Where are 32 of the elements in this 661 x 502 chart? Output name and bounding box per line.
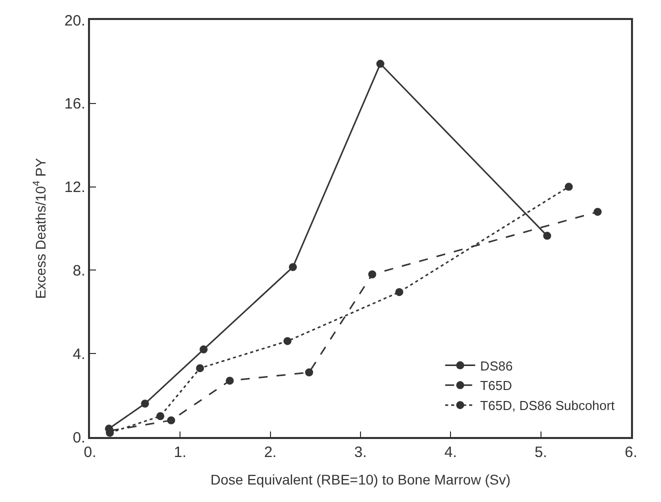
y-tick-label: 20. [64,12,86,30]
point [167,416,176,424]
legend-label: T65D [480,378,512,394]
legend-label: T65D, DS86 Subcohort [480,398,615,414]
point [156,412,164,420]
x-tick-label: 4. [444,444,457,461]
y-tick-label: 0. [72,429,86,446]
point [288,263,297,272]
point [594,208,602,216]
point [564,182,573,191]
x-tick-label: 2. [264,444,277,461]
point [395,288,404,296]
point [200,345,208,354]
x-tick-label: 5. [534,444,548,461]
point [543,232,552,240]
y-tick-label: 12. [64,179,86,196]
legend-label: DS86 [480,358,513,374]
point [376,60,384,68]
y-tick-label: 8. [72,262,86,280]
x-axis-title: Dose Equivalent (RBE=10) to Bone Marrow (Sv) [210,472,510,488]
point [141,400,149,408]
y-tick-label: 4. [72,346,86,363]
point [305,368,314,376]
point [196,364,204,372]
point [368,270,376,278]
x-tick-label: 6. [624,444,638,461]
x-tick-label: 0. [84,444,96,461]
x-tick-label: 1. [174,444,186,461]
point [283,337,292,346]
point [226,376,234,385]
x-tick-label: 3. [354,444,367,461]
y-tick-label: 16. [64,96,86,113]
